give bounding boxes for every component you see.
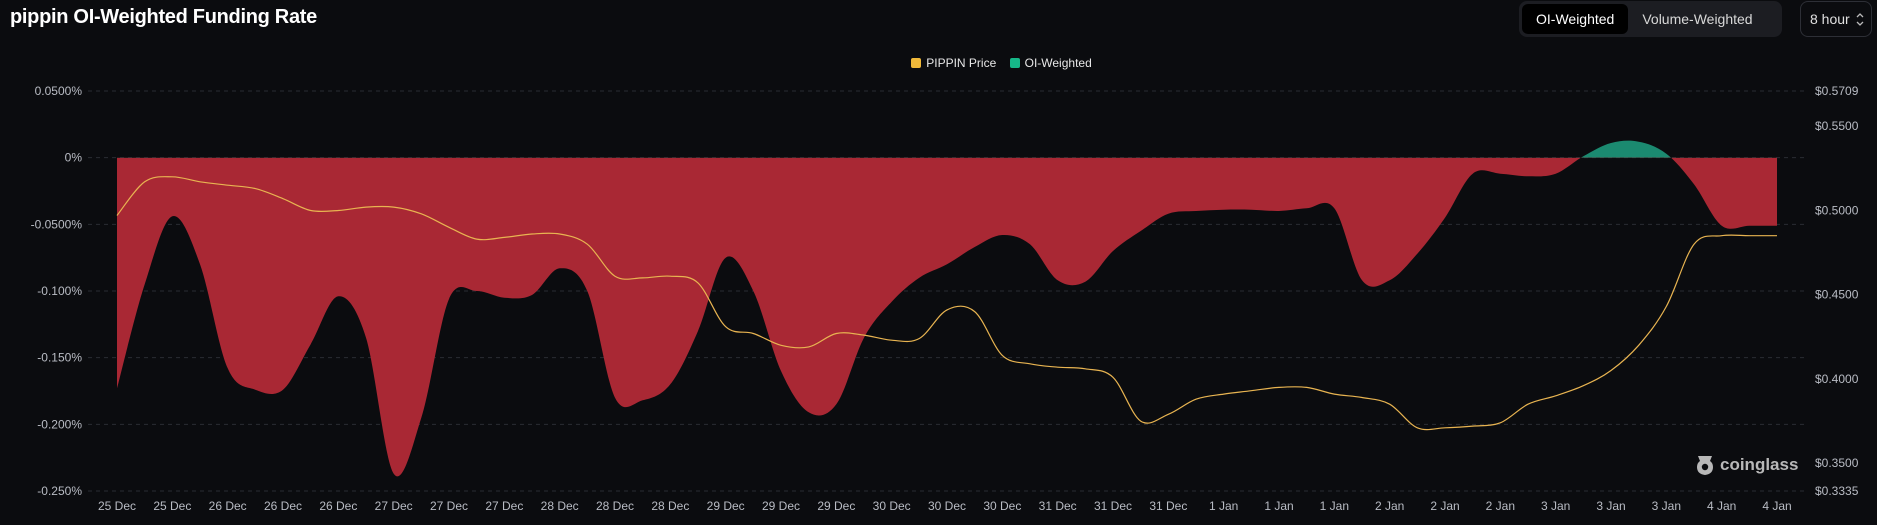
y-right-tick-label: $0.4500 [1815,288,1859,302]
x-tick-label: 4 Jan [1762,499,1791,513]
y-left-tick-label: -0.0500% [31,217,83,231]
x-tick-label: 1 Jan [1320,499,1349,513]
chart-legend: PIPPIN Price OI-Weighted [0,56,1877,71]
oi-weighted-area-negative [117,157,1777,477]
x-tick-label: 28 Dec [541,499,579,513]
x-tick-label: 1 Jan [1264,499,1293,513]
chevron-updown-icon [1856,2,1864,50]
x-tick-label: 2 Jan [1486,499,1515,513]
x-tick-label: 25 Dec [153,499,191,513]
x-tick-label: 28 Dec [651,499,689,513]
y-left-tick-label: -0.100% [37,284,82,298]
x-tick-label: 4 Jan [1707,499,1736,513]
oi-weighted-tab[interactable]: OI-Weighted [1522,4,1629,34]
y-left-tick-label: 0.0500% [35,84,83,98]
y-right-tick-label: $0.4000 [1815,372,1859,386]
x-tick-label: 29 Dec [707,499,745,513]
x-tick-label: 27 Dec [430,499,468,513]
x-tick-label: 27 Dec [375,499,413,513]
x-tick-label: 30 Dec [928,499,966,513]
y-right-tick-label: $0.5709 [1815,84,1859,98]
x-tick-label: 31 Dec [1039,499,1077,513]
y-right-tick-label: $0.5500 [1815,119,1859,133]
legend-label-price: PIPPIN Price [926,56,997,70]
x-tick-label: 26 Dec [209,499,247,513]
x-tick-label: 29 Dec [762,499,800,513]
x-tick-label: 1 Jan [1209,499,1238,513]
weighting-toggle: OI-Weighted Volume-Weighted [1519,1,1782,37]
legend-item-oi[interactable]: OI-Weighted [1009,56,1092,70]
legend-label-oi: OI-Weighted [1024,56,1092,70]
x-tick-label: 30 Dec [983,499,1021,513]
x-tick-label: 29 Dec [817,499,855,513]
y-left-tick-label: -0.150% [37,351,82,365]
y-left-tick-label: 0% [65,151,83,165]
y-right-tick-label: $0.3335 [1815,484,1859,498]
x-tick-label: 27 Dec [485,499,523,513]
y-left-tick-label: -0.200% [37,417,82,431]
x-tick-label: 31 Dec [1094,499,1132,513]
legend-swatch-oi [1009,58,1020,68]
x-tick-label: 28 Dec [596,499,634,513]
x-tick-label: 26 Dec [319,499,357,513]
x-tick-label: 26 Dec [264,499,302,513]
brand-name: coinglass [1720,455,1799,474]
y-right-tick-label: $0.5000 [1815,203,1859,217]
pippin-price-line [116,176,1777,431]
x-tick-label: 2 Jan [1375,499,1404,513]
coinglass-logo: coinglass [1694,453,1798,477]
x-tick-label: 3 Jan [1652,499,1681,513]
legend-swatch-price [911,58,922,68]
y-left-tick-label: -0.250% [37,484,82,498]
interval-value: 8 hour [1810,11,1850,27]
x-tick-label: 31 Dec [1149,499,1187,513]
x-tick-label: 3 Jan [1596,499,1625,513]
oi-weighted-area-positive [1581,140,1671,158]
y-right-tick-label: $0.3500 [1815,456,1859,470]
x-tick-label: 2 Jan [1430,499,1459,513]
interval-select[interactable]: 8 hour [1800,1,1872,37]
coinglass-logo-icon [1697,456,1713,475]
page-title: pippin OI-Weighted Funding Rate [10,6,317,28]
x-tick-label: 3 Jan [1541,499,1570,513]
legend-item-price[interactable]: PIPPIN Price [911,56,996,70]
x-tick-label: 30 Dec [873,499,911,513]
volume-weighted-tab[interactable]: Volume-Weighted [1642,11,1753,27]
x-tick-label: 25 Dec [98,499,136,513]
